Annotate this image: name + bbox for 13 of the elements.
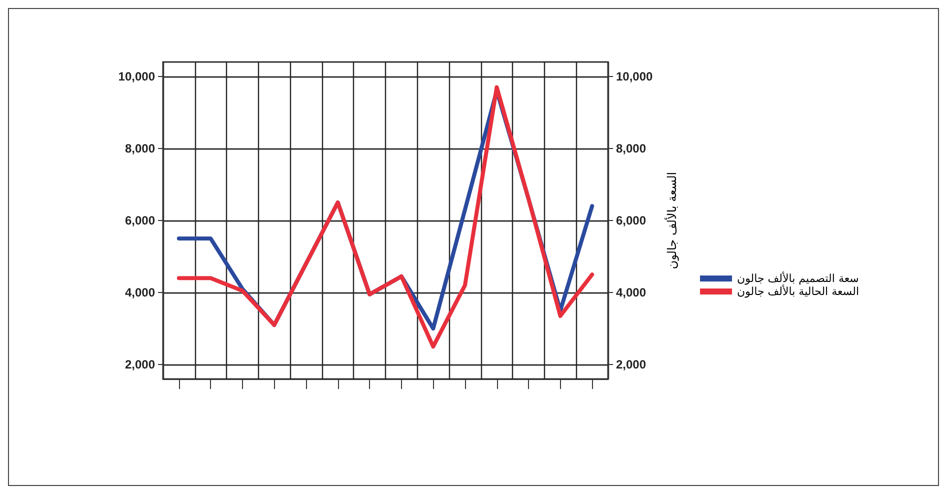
legend-label: سعة التصميم بالألف جالون [737,271,859,285]
y2-tick-label: 10,000 [616,69,654,84]
y-tick-label: 2,000 [124,358,156,372]
y2-tick-label: 8,000 [616,141,646,156]
legend-label: السعة الحالية بالألف جالون [737,284,860,298]
y2-tick-label: 6,000 [616,214,646,228]
y2-tick-label: 4,000 [616,286,646,300]
y-tick-label: 4,000 [124,286,156,300]
y-tick-label: 10,000 [118,69,156,84]
y2-axis-title: السعة بالألف جالون [664,172,679,270]
y2-tick-label: 2,000 [616,358,646,372]
y-tick-label: 6,000 [124,214,156,228]
y-tick-label: 8,000 [124,141,156,156]
